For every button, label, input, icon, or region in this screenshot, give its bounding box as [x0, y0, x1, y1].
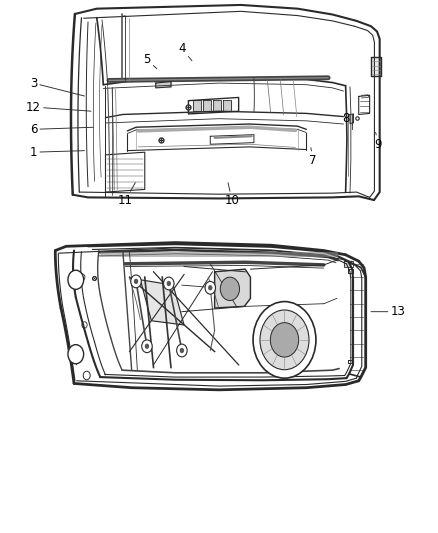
- Circle shape: [163, 277, 174, 290]
- Circle shape: [270, 322, 299, 357]
- Polygon shape: [371, 57, 380, 76]
- Polygon shape: [215, 269, 251, 308]
- Circle shape: [131, 275, 141, 288]
- Circle shape: [166, 281, 171, 286]
- Text: 10: 10: [225, 183, 240, 207]
- Circle shape: [180, 348, 184, 353]
- Circle shape: [208, 285, 212, 290]
- Text: 9: 9: [374, 132, 382, 151]
- Circle shape: [205, 281, 215, 294]
- Text: 8: 8: [342, 112, 353, 125]
- Text: 4: 4: [178, 42, 192, 61]
- Circle shape: [220, 277, 240, 301]
- Polygon shape: [156, 82, 170, 87]
- Text: 6: 6: [30, 123, 93, 136]
- Circle shape: [142, 340, 152, 353]
- Circle shape: [83, 371, 90, 379]
- Text: 12: 12: [26, 101, 91, 114]
- Text: 7: 7: [309, 148, 317, 167]
- Polygon shape: [214, 101, 221, 110]
- Text: 11: 11: [118, 183, 135, 207]
- Text: 1: 1: [30, 146, 85, 159]
- Circle shape: [177, 344, 187, 357]
- Polygon shape: [224, 101, 231, 110]
- Polygon shape: [141, 280, 184, 325]
- Circle shape: [260, 310, 309, 370]
- Text: 5: 5: [143, 53, 157, 69]
- Circle shape: [145, 344, 149, 349]
- Circle shape: [68, 270, 84, 289]
- Circle shape: [68, 345, 84, 364]
- Circle shape: [82, 322, 87, 328]
- Circle shape: [80, 274, 85, 280]
- Polygon shape: [193, 101, 200, 110]
- Text: 13: 13: [371, 305, 406, 318]
- Circle shape: [134, 279, 138, 284]
- Polygon shape: [203, 101, 210, 110]
- Circle shape: [253, 302, 316, 378]
- Text: 3: 3: [30, 77, 85, 96]
